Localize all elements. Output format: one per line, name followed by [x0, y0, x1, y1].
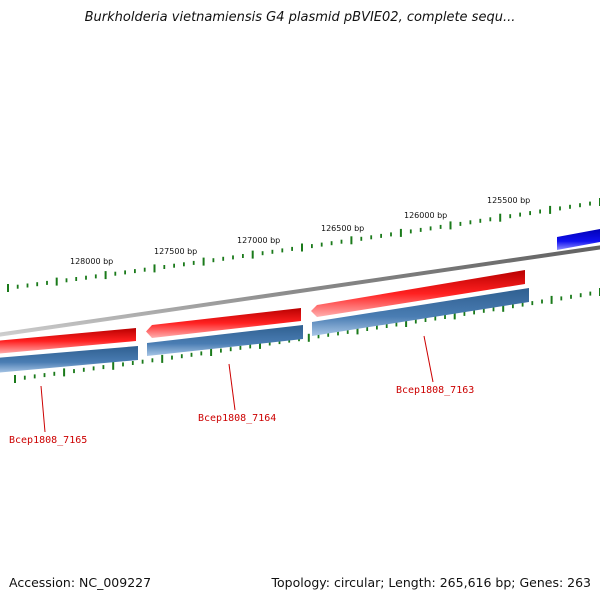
cds-strip-2[interactable] — [147, 325, 303, 356]
cds-forward-1[interactable] — [0, 328, 136, 354]
plasmid-backbone — [0, 245, 600, 337]
accession-text: Accession: NC_009227 — [9, 575, 152, 590]
map-title: Burkholderia vietnamiensis G4 plasmid pB… — [84, 10, 516, 25]
inner-tick-track — [14, 288, 600, 383]
position-label-4: 126500 bp — [321, 224, 364, 233]
partial-feature[interactable] — [557, 228, 600, 250]
outer-tick-track — [7, 198, 600, 292]
position-label-3: 127000 bp — [237, 236, 280, 245]
gene-leader-2 — [228, 363, 236, 411]
gene-label-2[interactable]: Bcep1808_7164 — [198, 413, 276, 424]
cds-forward-3[interactable] — [311, 270, 525, 317]
cds-strip-1[interactable] — [0, 346, 138, 373]
cds-forward-2[interactable] — [146, 308, 301, 338]
gene-leader-3 — [423, 335, 434, 383]
position-label-1: 128000 bp — [70, 257, 113, 266]
position-label-5: 126000 bp — [404, 211, 447, 220]
gene-label-1[interactable]: Bcep1808_7165 — [9, 435, 87, 446]
position-label-6: 125500 bp — [487, 196, 530, 205]
gene-leader-1 — [40, 385, 46, 433]
topology-summary: Topology: circular; Length: 265,616 bp; … — [271, 575, 592, 590]
gene-label-3[interactable]: Bcep1808_7163 — [396, 385, 474, 396]
cds-strip-3[interactable] — [312, 288, 529, 336]
position-label-2: 127500 bp — [154, 247, 197, 256]
